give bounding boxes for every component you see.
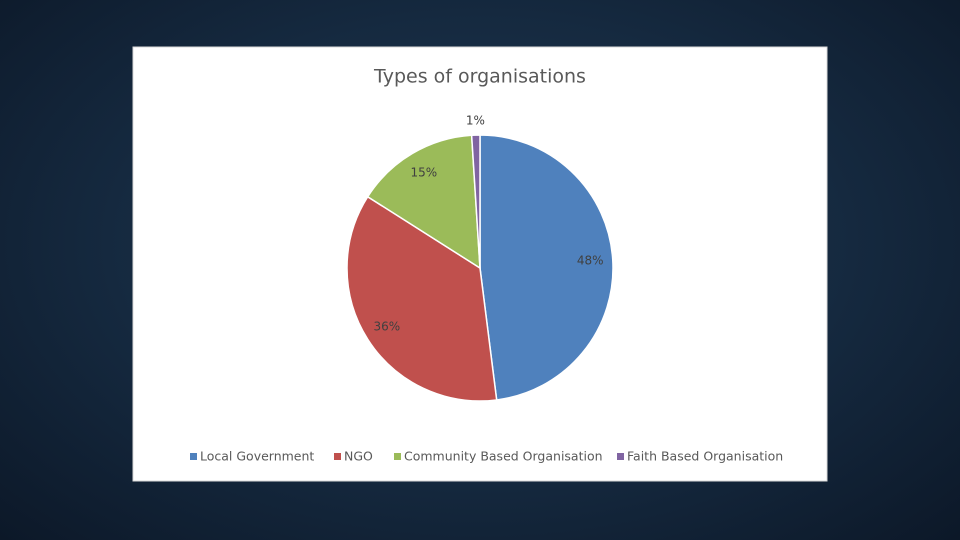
pie-slice (366, 134, 481, 270)
pie-slice (479, 134, 614, 401)
legend-marker (190, 453, 197, 460)
legend-marker (334, 453, 341, 460)
pie-slice (346, 195, 498, 402)
data-label: 48% (577, 254, 604, 268)
chart-title: Types of organisations (373, 66, 586, 88)
legend-label: NGO (344, 449, 373, 464)
legend-marker (394, 453, 401, 460)
data-label: 15% (410, 165, 437, 179)
data-label: 36% (373, 320, 400, 334)
legend-label: Local Government (200, 449, 314, 464)
legend-label: Faith Based Organisation (627, 449, 783, 464)
pie-slice (470, 134, 481, 269)
legend-marker (617, 453, 624, 460)
legend-label: Community Based Organisation (404, 449, 603, 464)
data-label: 1% (466, 114, 485, 128)
